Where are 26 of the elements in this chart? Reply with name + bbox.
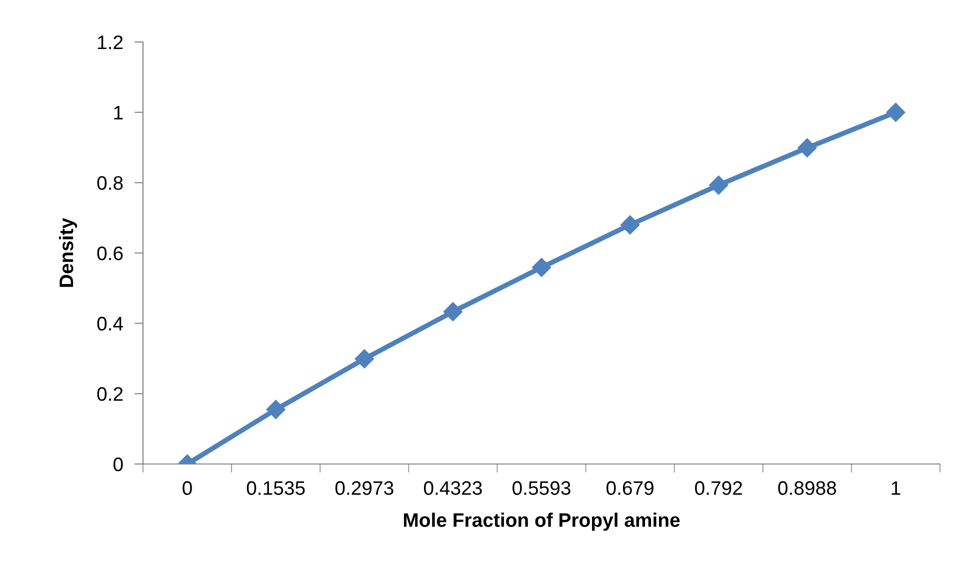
point <box>354 349 374 368</box>
y-tick-label: 0.4 <box>97 316 123 331</box>
y-tick-label: 1 <box>114 106 123 120</box>
x-tick-label: 0 <box>182 481 192 495</box>
x-tick-label: 0.679 <box>606 481 654 495</box>
y-tick-label: 0.8 <box>97 176 123 190</box>
x-tick-label: 1 <box>892 481 900 495</box>
y-tick-label: 0.2 <box>97 387 123 401</box>
point <box>709 176 728 195</box>
x-tick-label: 0.2973 <box>335 481 394 495</box>
x-tick-label: 0.1535 <box>246 481 305 495</box>
y-tick-label: 1.2 <box>98 35 123 50</box>
y-tick-label: 0.6 <box>97 246 123 260</box>
point <box>620 215 640 234</box>
y-axis-title: Density <box>58 218 78 287</box>
x-tick-label: 0.4323 <box>424 481 482 495</box>
x-tick-label: 0.8988 <box>778 481 836 495</box>
point <box>798 138 817 158</box>
point <box>266 400 286 420</box>
point <box>532 258 552 277</box>
x-tick-label: 0.5593 <box>512 481 570 495</box>
x-axis-title: Mole Fraction of Propyl amine <box>404 512 680 531</box>
y-tick-label: 0 <box>114 457 123 472</box>
point <box>443 302 462 322</box>
x-tick-label: 0.792 <box>695 481 742 495</box>
point <box>886 102 906 122</box>
